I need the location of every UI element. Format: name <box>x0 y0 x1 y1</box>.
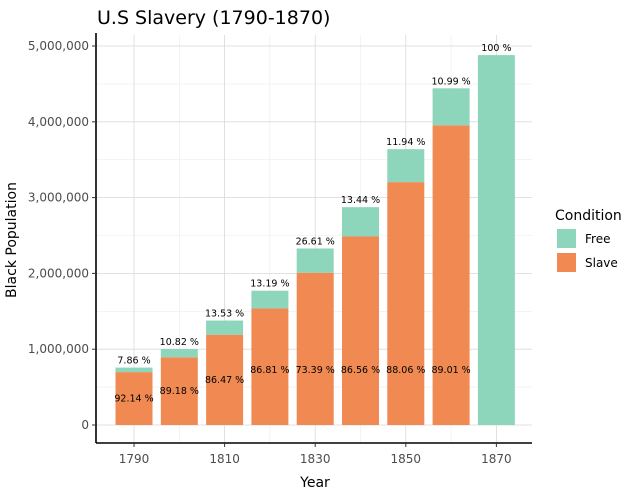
bars <box>115 55 515 426</box>
x-tick-label: 1790 <box>119 452 150 466</box>
bar-free-1800 <box>160 349 198 358</box>
legend-label-slave: Slave <box>585 256 618 270</box>
bar-label-free-1820: 13.19 % <box>250 279 289 290</box>
x-tick-label: 1830 <box>300 452 331 466</box>
y-tick-label: 5,000,000 <box>28 39 89 53</box>
bar-free-1820 <box>251 290 289 309</box>
bar-label-slave-1820: 86.81 % <box>250 365 289 376</box>
bar-label-slave-1840: 86.56 % <box>341 365 380 376</box>
bar-slave-1790 <box>115 372 153 425</box>
bar-slave-1840 <box>342 236 379 425</box>
y-tick-label: 3,000,000 <box>28 191 89 205</box>
legend: Condition Free Slave <box>555 208 622 272</box>
y-tick-label: 2,000,000 <box>28 266 89 280</box>
bar-label-slave-1830: 73.39 % <box>296 365 335 376</box>
bar-free-1870 <box>477 55 515 426</box>
bar-label-slave-1790: 92.14 % <box>114 394 153 405</box>
bar-label-free-1800: 10.82 % <box>160 337 199 348</box>
bar-label-slave-1810: 86.47 % <box>205 375 244 386</box>
x-tick-label: 1810 <box>209 452 240 466</box>
bar-slave-1820 <box>251 308 289 425</box>
bar-free-1850 <box>387 149 425 183</box>
bar-label-free-1860: 10.99 % <box>431 76 470 87</box>
bar-slave-1850 <box>387 182 425 425</box>
bar-slave-1800 <box>160 357 198 425</box>
legend-label-free: Free <box>585 232 610 246</box>
x-tick-label: 1870 <box>481 452 512 466</box>
bar-label-free-1840: 13.44 % <box>341 195 380 206</box>
legend-swatch-slave <box>557 253 576 272</box>
bar-free-1830 <box>296 248 334 273</box>
bar-slave-1810 <box>206 334 244 425</box>
bar-label-free-1810: 13.53 % <box>205 309 244 320</box>
y-tick-label: 1,000,000 <box>28 342 89 356</box>
axes: 0 1,000,000 2,000,000 3,000,000 4,000,000 5,0… <box>28 33 532 466</box>
legend-swatch-free <box>557 229 576 248</box>
bar-free-1840 <box>342 207 379 237</box>
bar-label-slave-1860: 89.01 % <box>431 365 470 376</box>
bar-slave-1860 <box>432 125 470 425</box>
bar-label-free-1830: 26.61 % <box>296 236 335 247</box>
bar-free-1790 <box>115 367 153 373</box>
y-tick-label: 4,000,000 <box>28 115 89 129</box>
bar-label-free-1870: 100 % <box>481 43 511 54</box>
bar-labels: 7.86 % 92.14 % 10.82 % 89.18 % 13.53 % 86.47 … <box>114 43 511 404</box>
bar-label-free-1850: 11.94 % <box>386 137 425 148</box>
bar-label-slave-1850: 88.06 % <box>386 365 425 376</box>
x-tick-label: 1850 <box>391 452 422 466</box>
y-tick-label: 0 <box>81 418 89 432</box>
legend-title: Condition <box>555 208 622 224</box>
x-axis-title: Year <box>299 475 330 489</box>
bar-free-1860 <box>432 88 470 126</box>
bar-slave-1830 <box>296 272 334 425</box>
chart-title: U.S Slavery (1790-1870) <box>97 7 330 29</box>
bar-label-free-1790: 7.86 % <box>117 356 150 367</box>
bar-free-1810 <box>206 320 244 335</box>
bar-label-slave-1800: 89.18 % <box>160 386 199 397</box>
y-axis-title: Black Population <box>4 182 20 298</box>
